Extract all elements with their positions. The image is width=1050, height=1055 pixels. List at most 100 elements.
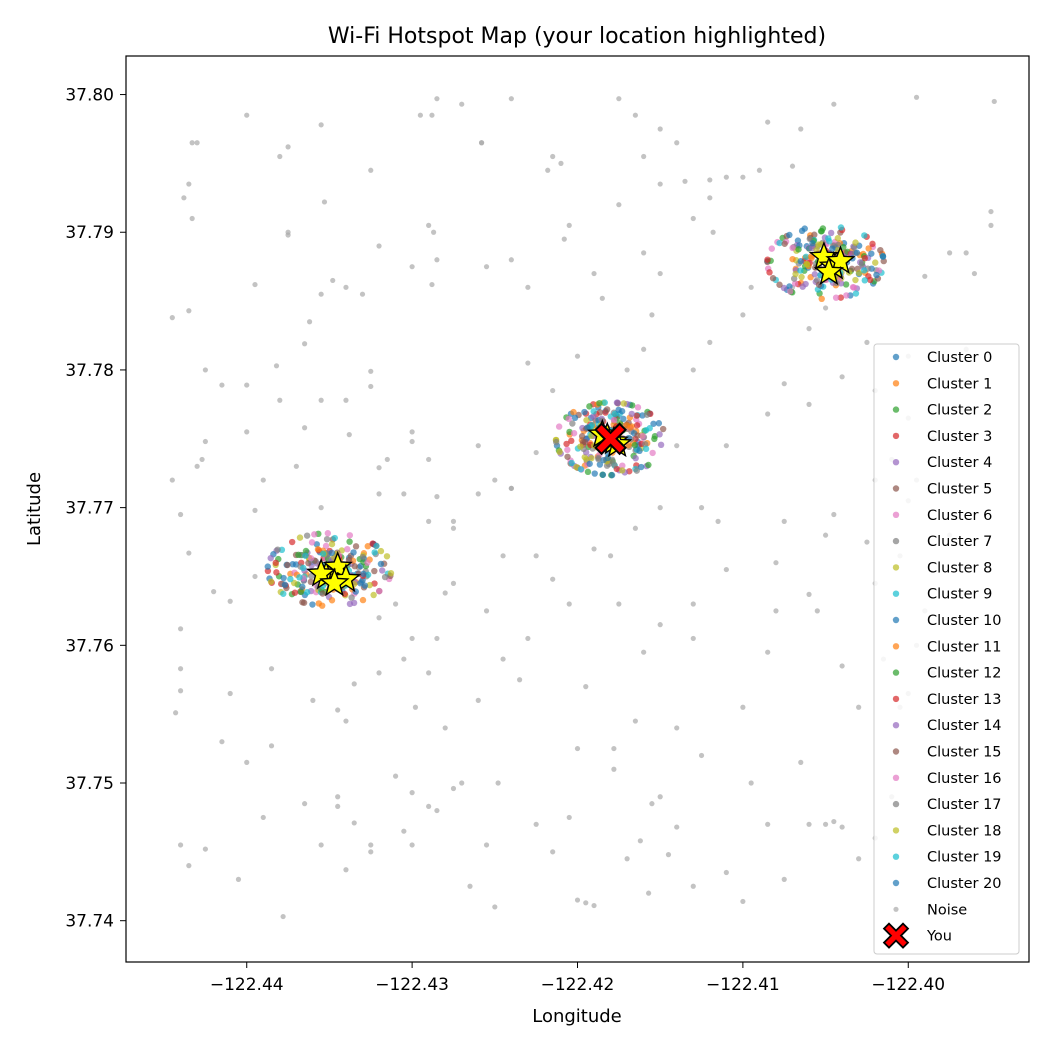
cluster-point <box>556 448 563 456</box>
noise-point <box>690 215 696 222</box>
noise-point <box>492 904 498 910</box>
noise-point <box>533 553 539 559</box>
cluster-point <box>295 551 302 559</box>
noise-point <box>913 94 920 100</box>
noise-point <box>368 849 374 855</box>
noise-point <box>947 250 953 256</box>
noise-point <box>202 367 208 373</box>
noise-point <box>346 432 352 438</box>
noise-point <box>500 553 506 559</box>
cluster-point <box>328 549 336 557</box>
cluster-point <box>297 588 305 596</box>
noise-point <box>508 257 514 263</box>
noise-point <box>376 491 382 497</box>
cluster-point <box>267 554 274 562</box>
noise-point <box>864 339 870 345</box>
cluster-point <box>571 414 579 422</box>
cluster-point <box>802 253 810 260</box>
noise-point <box>649 312 655 318</box>
cluster-point <box>311 531 318 538</box>
cluster-point <box>570 408 577 416</box>
noise-point <box>335 803 341 810</box>
cluster-point <box>303 532 311 539</box>
cluster-point <box>649 449 656 457</box>
noise-point <box>616 202 622 208</box>
cluster-point <box>786 231 793 239</box>
noise-point <box>244 382 250 388</box>
noise-point <box>607 553 614 559</box>
y-tick-label: 37.78 <box>65 361 114 381</box>
cluster-point <box>628 410 635 418</box>
noise-point <box>839 824 845 830</box>
noise-point <box>806 401 812 407</box>
cluster-point <box>302 552 309 559</box>
legend-marker <box>892 616 900 624</box>
cluster-point <box>304 589 311 596</box>
y-tick-label: 37.74 <box>65 912 114 932</box>
cluster-point <box>619 462 626 469</box>
y-tick-label: 37.79 <box>65 223 114 243</box>
noise-point <box>839 374 845 380</box>
cluster-point <box>601 399 608 406</box>
noise-point <box>550 153 556 160</box>
cluster-point <box>308 572 315 580</box>
cluster-point <box>583 416 590 424</box>
noise-point <box>409 790 415 796</box>
cluster-point <box>795 246 802 253</box>
legend-label: Cluster 17 <box>927 797 1002 813</box>
legend-label: Cluster 10 <box>927 613 1002 629</box>
noise-point <box>611 766 617 772</box>
cluster-point <box>296 534 304 541</box>
noise-point <box>657 270 663 277</box>
noise-point <box>591 270 597 277</box>
legend-label: Cluster 9 <box>927 587 992 603</box>
noise-point <box>434 807 440 814</box>
noise-point <box>690 367 696 373</box>
cluster-point <box>799 283 806 290</box>
noise-point <box>971 270 978 277</box>
noise-point <box>646 890 652 896</box>
legend-marker <box>892 590 900 597</box>
noise-point <box>525 635 531 642</box>
cluster-point <box>789 244 796 252</box>
noise-point <box>773 608 779 614</box>
noise-point <box>611 745 617 752</box>
cluster-point <box>328 540 336 548</box>
noise-point <box>442 725 448 731</box>
noise-point <box>624 367 630 373</box>
noise-point <box>641 649 647 655</box>
noise-point <box>177 842 184 848</box>
noise-point <box>558 160 564 166</box>
noise-point <box>566 222 572 228</box>
cluster-point <box>595 456 602 463</box>
noise-point <box>335 794 341 800</box>
noise-point <box>781 381 787 387</box>
cluster-point <box>568 437 575 445</box>
noise-point <box>426 456 432 463</box>
noise-point <box>285 232 291 238</box>
noise-point <box>194 140 200 146</box>
noise-point <box>417 112 423 118</box>
cluster-point <box>578 433 586 440</box>
cluster-point <box>618 408 626 415</box>
cluster-point <box>656 431 663 438</box>
cluster-point <box>636 447 643 455</box>
cluster-point <box>632 455 639 462</box>
cluster-point <box>776 281 783 288</box>
cluster-point <box>300 599 308 606</box>
legend-label: You <box>926 929 952 945</box>
legend-label: Cluster 12 <box>927 666 1002 682</box>
noise-point <box>624 856 630 862</box>
noise-point <box>368 167 374 173</box>
cluster-point <box>584 468 592 476</box>
noise-point <box>244 429 250 435</box>
cluster-point <box>634 404 642 411</box>
noise-point <box>649 801 655 807</box>
cluster-point <box>364 543 371 550</box>
noise-point <box>368 842 374 848</box>
cluster-point <box>346 532 354 539</box>
noise-point <box>211 589 217 595</box>
legend-marker <box>892 853 900 860</box>
noise-point <box>674 443 680 449</box>
cluster-point <box>797 258 804 265</box>
